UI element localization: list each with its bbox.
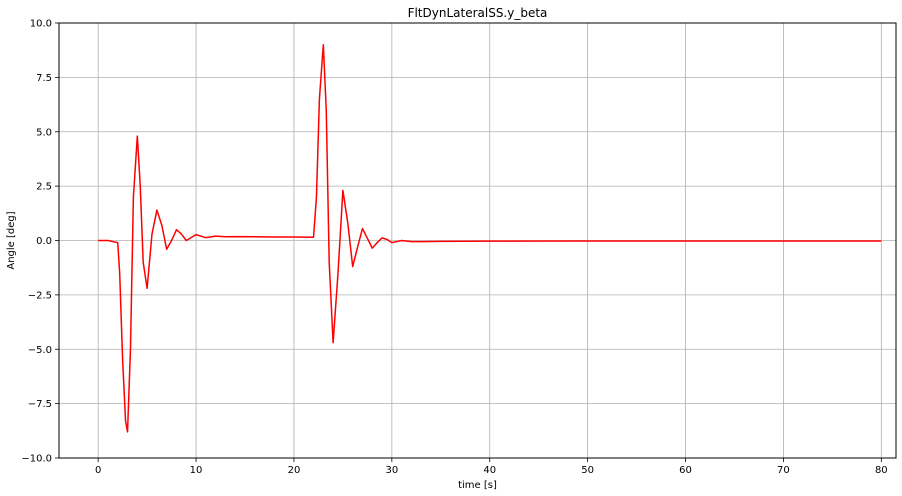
x-tick-label: 0 [95,465,101,476]
x-tick-label: 20 [288,465,301,476]
x-tick-label: 50 [581,465,594,476]
y-tick-label: −10.0 [21,454,52,465]
y-tick-label: −2.5 [28,290,52,301]
y-tick-label: 10.0 [30,19,52,30]
chart-title: FltDynLateralSS.y_beta [408,6,548,20]
x-axis-label: time [s] [458,480,497,491]
y-tick-label: 5.0 [36,127,52,138]
series-line [98,44,882,433]
y-tick-label: 7.5 [36,73,52,84]
x-axis: 0 10 20 30 40 50 60 70 80 [95,458,888,476]
x-tick-label: 30 [385,465,398,476]
y-axis-label: Angle [deg] [6,211,17,269]
x-tick-label: 10 [190,465,203,476]
y-tick-label: −5.0 [28,345,52,356]
x-tick-label: 70 [777,465,790,476]
x-tick-label: 80 [875,465,888,476]
x-tick-label: 60 [679,465,692,476]
y-axis: −10.0 −7.5 −5.0 −2.5 0.0 2.5 5.0 7.5 10.0 [21,19,59,465]
y-tick-label: 2.5 [36,182,52,193]
x-tick-label: 40 [483,465,496,476]
y-tick-label: −7.5 [28,399,52,410]
y-tick-label: 0.0 [36,236,52,247]
